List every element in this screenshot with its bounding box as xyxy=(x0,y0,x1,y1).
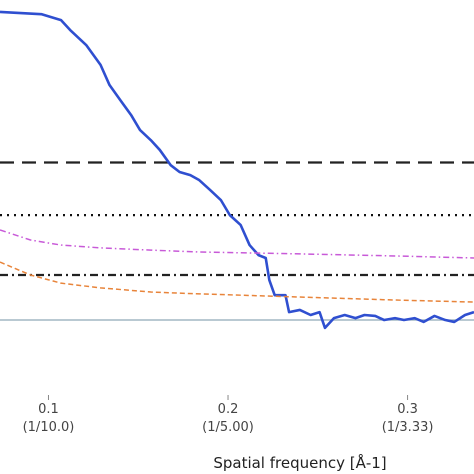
x-tick-sublabel: (1/3.33) xyxy=(382,420,434,435)
x-tick-sublabel: (1/5.00) xyxy=(202,420,254,435)
series-line xyxy=(0,261,474,303)
x-tick-label: 0.1 xyxy=(38,402,59,417)
series-line xyxy=(0,10,474,330)
x-tick-label: 0.3 xyxy=(397,402,418,417)
x-tick-label: 0.2 xyxy=(218,402,239,417)
series-line xyxy=(0,229,474,259)
x-tick-sublabel: (1/10.0) xyxy=(23,420,75,435)
x-axis-label: Spatial frequency [Å-1] xyxy=(213,453,386,472)
